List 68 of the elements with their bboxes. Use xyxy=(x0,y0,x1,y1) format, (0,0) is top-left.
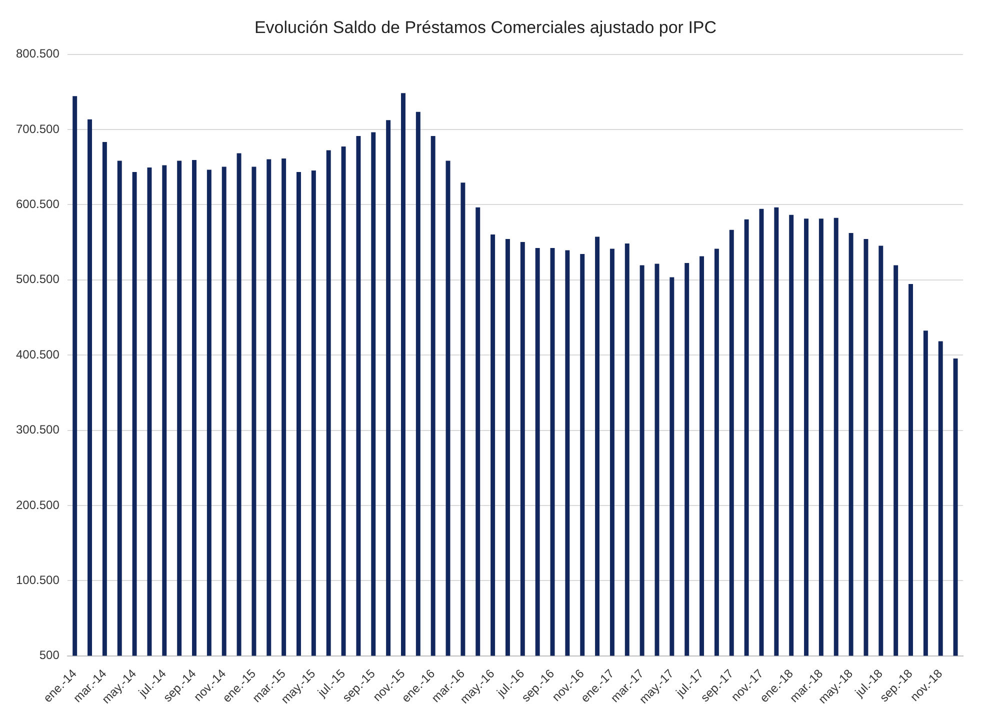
bar xyxy=(684,263,690,656)
bar xyxy=(386,120,391,656)
y-tick-label: 200.500 xyxy=(16,498,60,512)
bar xyxy=(610,248,614,656)
bar xyxy=(222,166,226,656)
bar xyxy=(252,166,256,656)
bar xyxy=(416,112,420,656)
bar xyxy=(938,341,943,656)
bar xyxy=(580,254,585,656)
bar xyxy=(774,207,779,656)
bar xyxy=(864,238,868,656)
bar xyxy=(729,230,734,656)
bar xyxy=(908,284,913,656)
bar xyxy=(72,96,78,656)
bar xyxy=(490,234,496,656)
bar xyxy=(789,214,794,656)
bar xyxy=(535,248,540,656)
y-tick-label: 100.500 xyxy=(16,572,60,587)
bar xyxy=(162,165,167,656)
y-tick-label: 800.500 xyxy=(16,46,60,61)
bar xyxy=(670,277,674,656)
y-tick-label: 500.500 xyxy=(16,272,60,286)
bar xyxy=(834,218,838,656)
bar xyxy=(804,218,809,656)
bar xyxy=(624,243,630,656)
bar xyxy=(923,330,928,656)
y-tick-label: 700.500 xyxy=(16,122,60,136)
bar xyxy=(759,208,764,656)
bar xyxy=(460,182,466,656)
y-tick-label: 600.500 xyxy=(16,197,60,212)
bar xyxy=(505,238,510,656)
bar xyxy=(282,158,286,656)
bar xyxy=(878,246,884,656)
bar xyxy=(102,142,107,656)
bar xyxy=(953,358,958,656)
bar xyxy=(296,172,301,656)
bar xyxy=(520,242,525,656)
y-tick-label: 400.500 xyxy=(16,347,60,362)
bar xyxy=(848,232,854,656)
bar xyxy=(177,160,182,656)
bar xyxy=(476,207,480,656)
bar xyxy=(595,236,600,656)
bar xyxy=(400,93,406,656)
bar xyxy=(818,218,824,656)
bar xyxy=(266,159,272,656)
bar xyxy=(147,168,152,656)
bar xyxy=(117,160,122,656)
bar xyxy=(206,170,212,656)
bar xyxy=(565,250,570,656)
bar xyxy=(700,256,704,656)
bar xyxy=(744,219,749,656)
bar xyxy=(326,150,331,656)
bar xyxy=(311,170,316,656)
chart-title: Evolución Saldo de Préstamos Comerciales ajustado por IPC xyxy=(254,18,717,37)
bar xyxy=(640,265,644,656)
bar xyxy=(430,136,436,656)
y-tick-label: 500 xyxy=(39,648,60,662)
bar xyxy=(371,132,376,656)
bar xyxy=(132,172,137,656)
bar xyxy=(894,265,898,656)
bar xyxy=(88,119,92,656)
bar xyxy=(356,136,361,656)
bar xyxy=(236,153,242,656)
bar xyxy=(192,160,196,656)
bar xyxy=(446,160,450,656)
bar xyxy=(341,146,346,656)
y-tick-label: 300.500 xyxy=(16,422,60,437)
bar xyxy=(714,248,719,656)
